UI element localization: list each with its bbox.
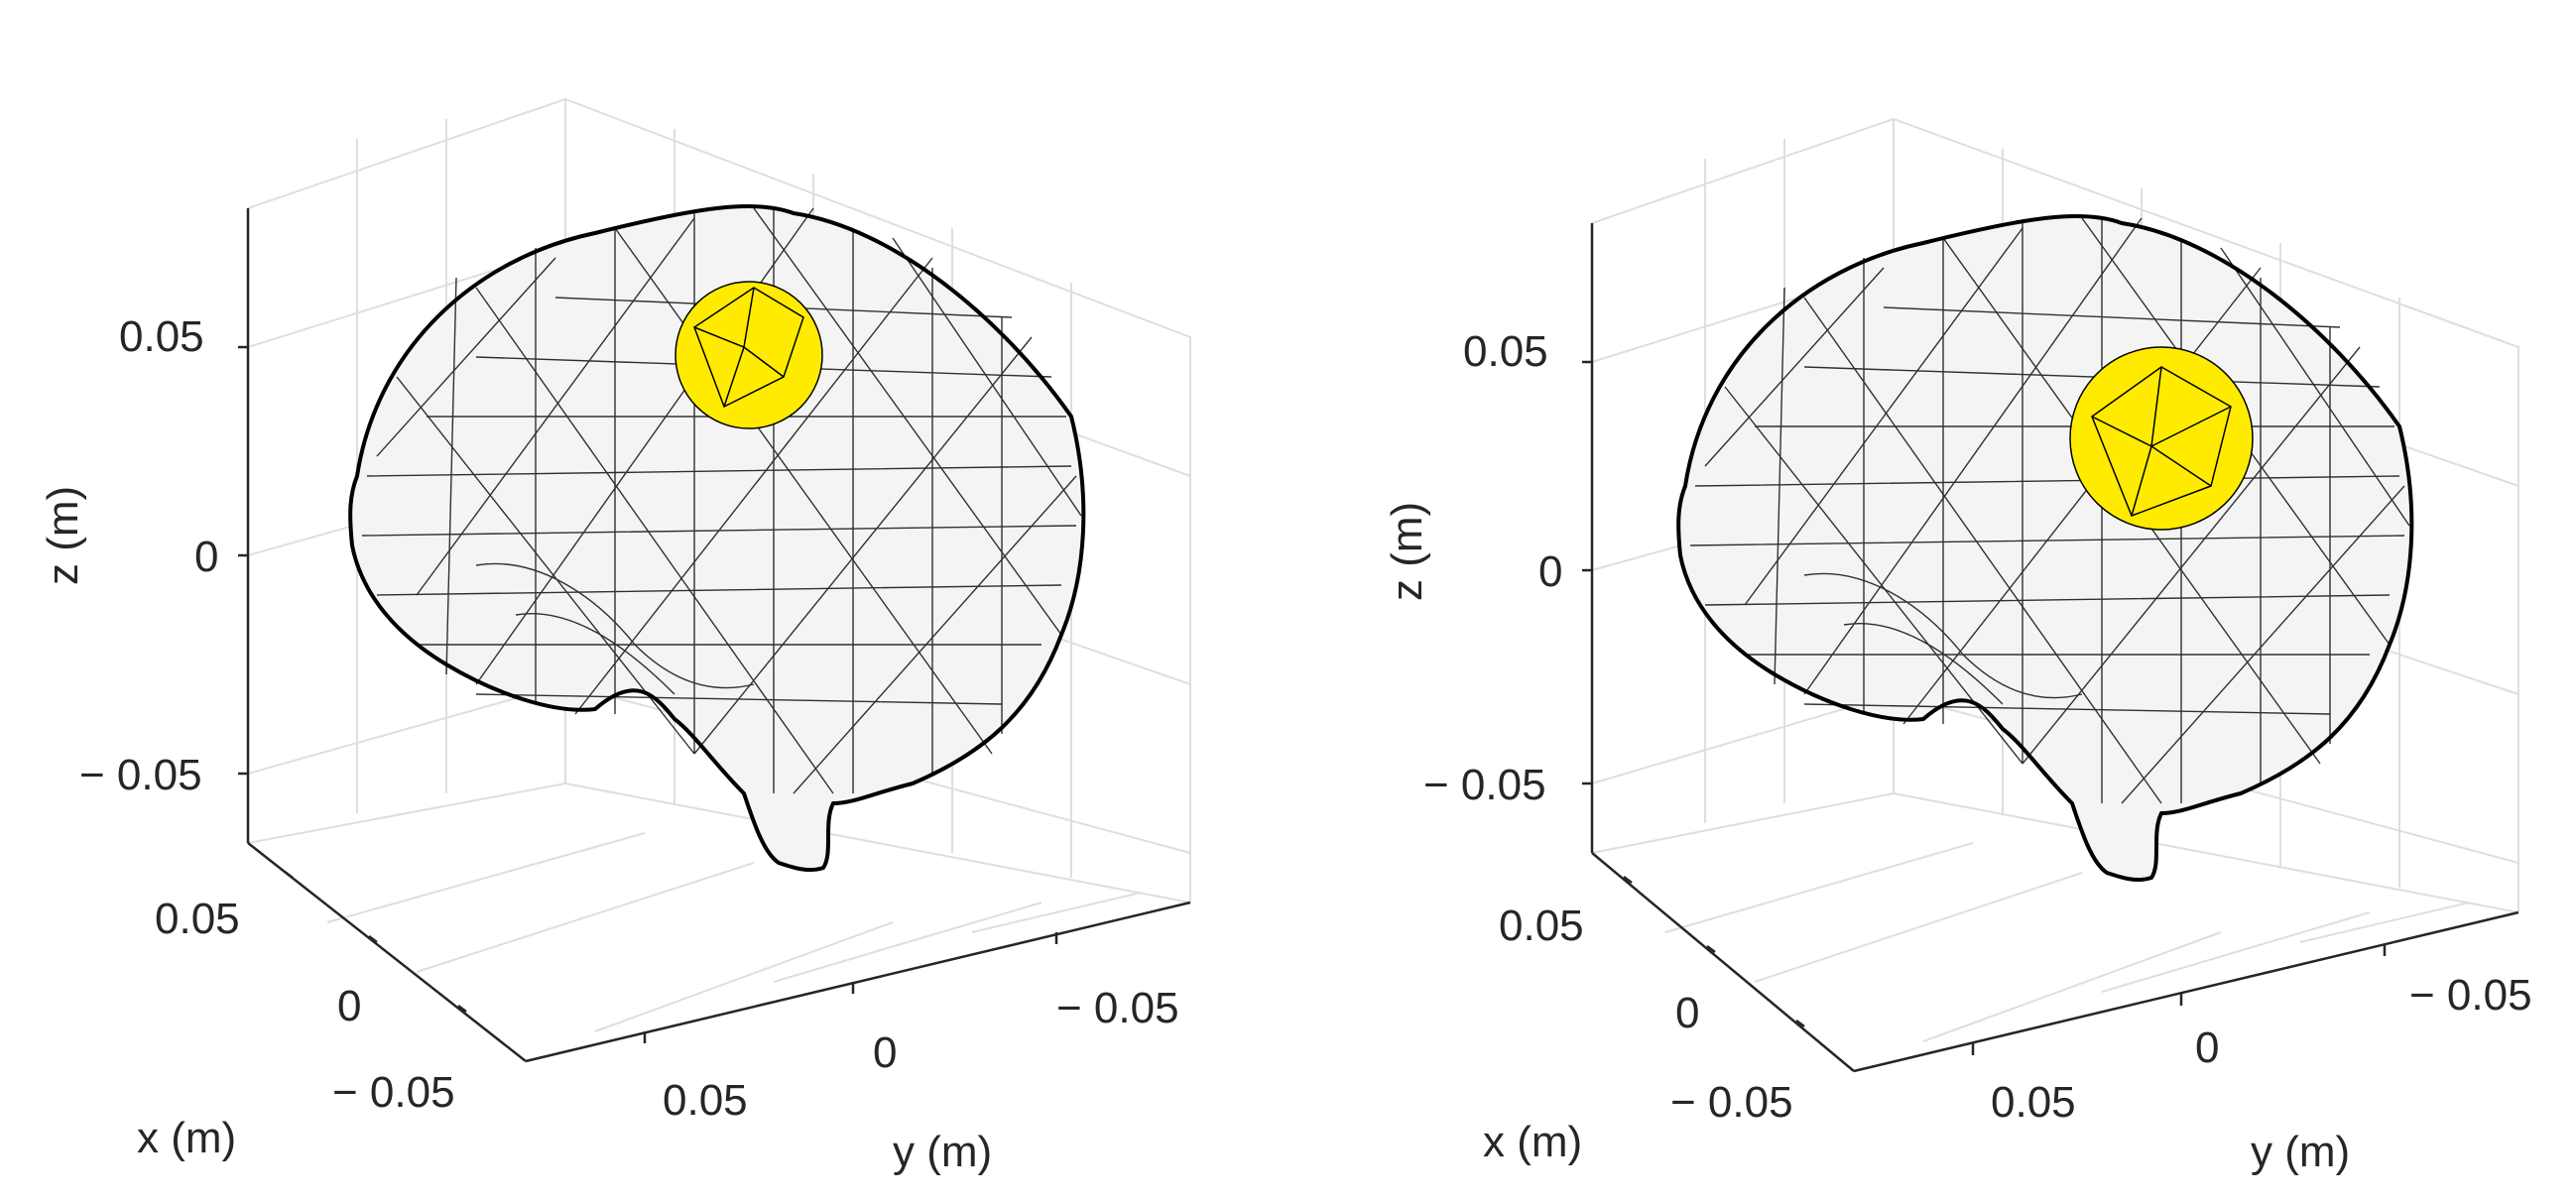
axes-3d-right: [1582, 117, 2519, 1073]
x-tick-2-right: 0: [1675, 989, 1700, 1037]
z-tick-3-right: − 0.05: [1423, 761, 1546, 809]
y-axis-label-right: y (m): [2251, 1128, 2351, 1176]
x-axis-label-right: x (m): [1483, 1118, 1583, 1166]
z-axis-label-left: z (m): [39, 485, 87, 585]
y-tick-1-left: 0.05: [663, 1076, 748, 1125]
y-tick-3-right: − 0.05: [2409, 971, 2532, 1020]
panel-right: 0.05 0 − 0.05 z (m) 0.05 0 − 0.05 x (m) …: [1288, 0, 2576, 1204]
axes-3d-left: [238, 97, 1191, 1063]
x-tick-1-left: 0.05: [155, 895, 240, 943]
y-axis-label-left: y (m): [893, 1128, 993, 1176]
z-tick-3-left: − 0.05: [79, 751, 202, 799]
x-tick-1-right: 0.05: [1499, 902, 1584, 950]
highlight-mesh-left: [693, 287, 804, 409]
axis-lines-right: [1582, 223, 2519, 1073]
x-tick-2-left: 0: [337, 982, 362, 1030]
y-tick-1-right: 0.05: [1991, 1078, 2076, 1127]
highlight-region-right: [2069, 346, 2254, 531]
x-tick-3-right: − 0.05: [1670, 1078, 1793, 1127]
y-tick-3-left: − 0.05: [1056, 984, 1179, 1032]
highlight-region-left: [675, 281, 823, 429]
brain-mesh-right: [1676, 213, 2414, 883]
x-tick-3-left: − 0.05: [332, 1068, 455, 1117]
highlight-mesh-right: [2091, 366, 2232, 517]
z-tick-2-left: 0: [194, 533, 219, 581]
y-tick-2-right: 0: [2195, 1023, 2220, 1072]
z-tick-1-left: 0.05: [119, 312, 204, 361]
z-axis-label-right: z (m): [1383, 501, 1431, 601]
brain-outline-right: [1676, 213, 2414, 883]
axis-lines-left: [238, 208, 1191, 1063]
panel-left: 0.05 0 − 0.05 z (m) 0.05 0 − 0.05 x (m) …: [39, 97, 1191, 1176]
x-axis-label-left: x (m): [137, 1114, 237, 1162]
z-tick-2-right: 0: [1538, 547, 1563, 596]
z-tick-1-right: 0.05: [1463, 327, 1548, 376]
y-tick-2-left: 0: [873, 1028, 898, 1077]
